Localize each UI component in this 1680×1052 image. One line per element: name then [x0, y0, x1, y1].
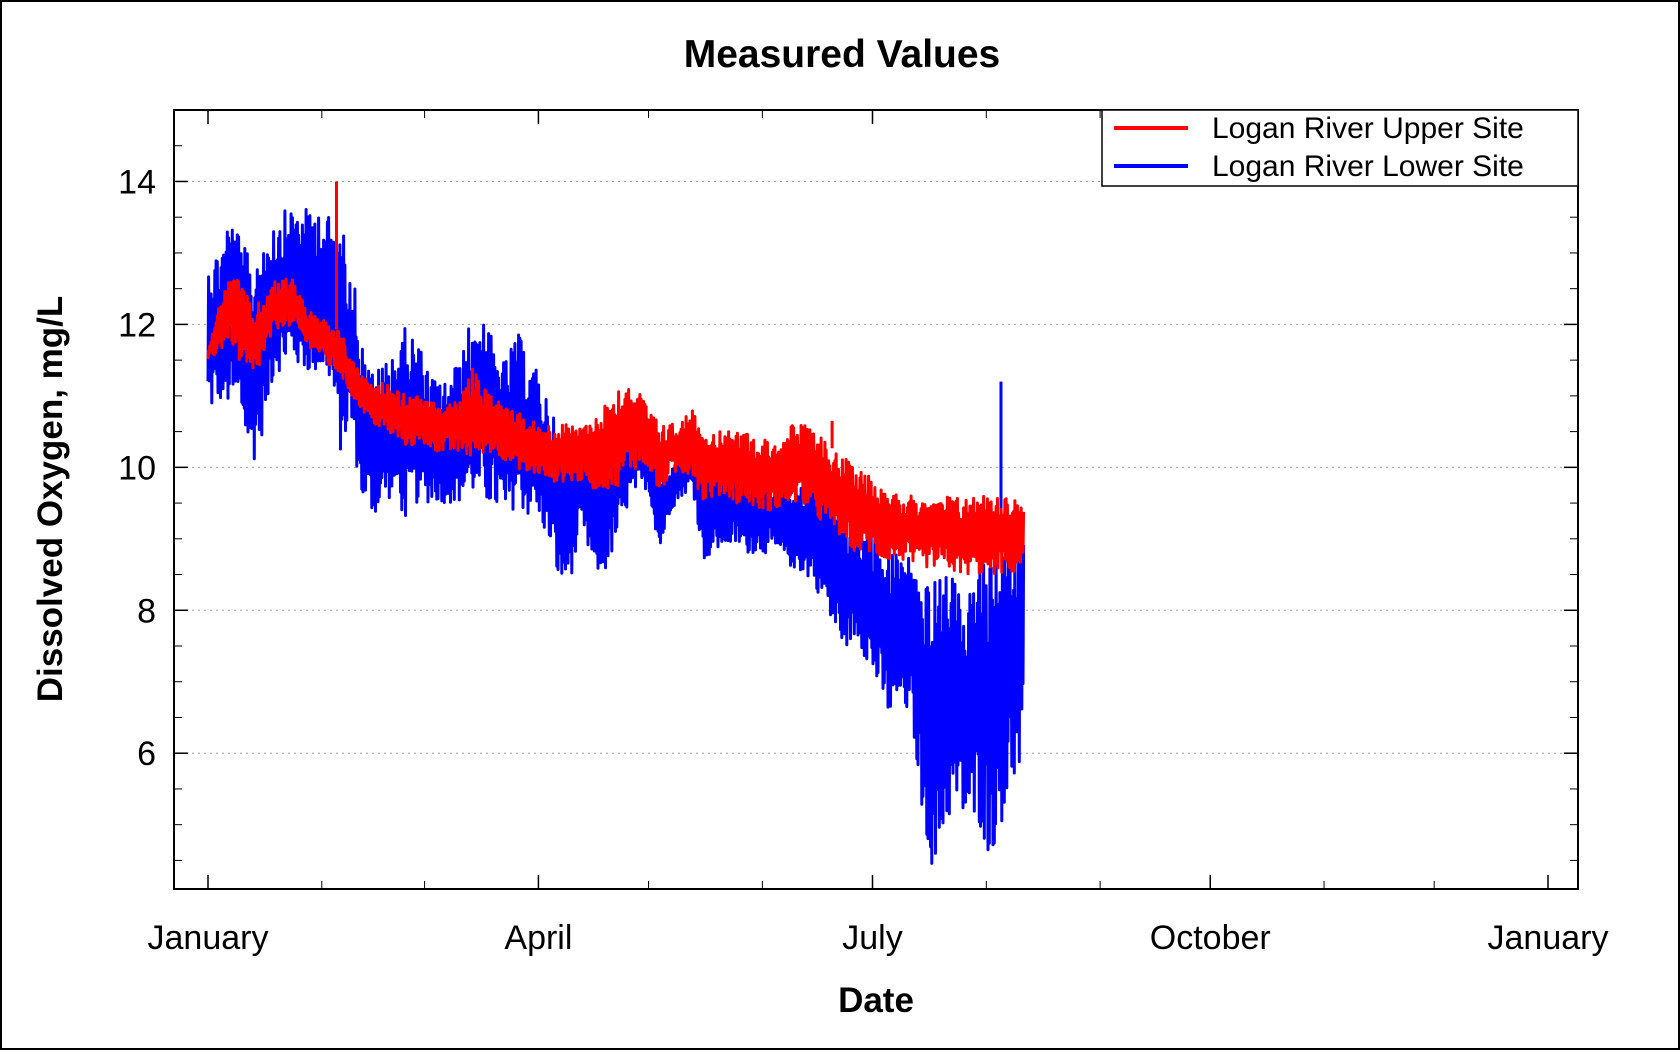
plot-area: [173, 109, 1579, 890]
series-layer: [206, 181, 1026, 865]
x-tick-label: October: [1150, 919, 1271, 957]
series-upper: [206, 181, 1026, 576]
chart-title: Measured Values: [684, 33, 1001, 76]
y-tick-label: 12: [118, 306, 156, 344]
y-tick-label: 14: [118, 163, 156, 201]
y-axis-label: Dissolved Oxygen, mg/L: [31, 296, 70, 703]
y-tick-label: 8: [137, 592, 156, 630]
x-tick-label: January: [148, 919, 269, 957]
legend: Logan River Upper Site Logan River Lower…: [1101, 109, 1579, 187]
legend-box: [1101, 109, 1579, 187]
series-line: [206, 208, 1026, 865]
series-line: [206, 277, 1026, 576]
y-tick-label: 6: [137, 735, 156, 773]
legend-label-lower: Logan River Lower Site: [1212, 150, 1524, 183]
legend-label-upper: Logan River Upper Site: [1212, 112, 1524, 145]
x-tick-label: January: [1488, 919, 1609, 957]
x-tick-label: April: [504, 919, 572, 957]
x-axis-label: Date: [838, 981, 914, 1020]
axis-layer: 6 8 10 12 14 January April July October January: [118, 109, 1609, 957]
y-tick-label: 10: [118, 449, 156, 487]
x-tick-label: July: [842, 919, 902, 957]
